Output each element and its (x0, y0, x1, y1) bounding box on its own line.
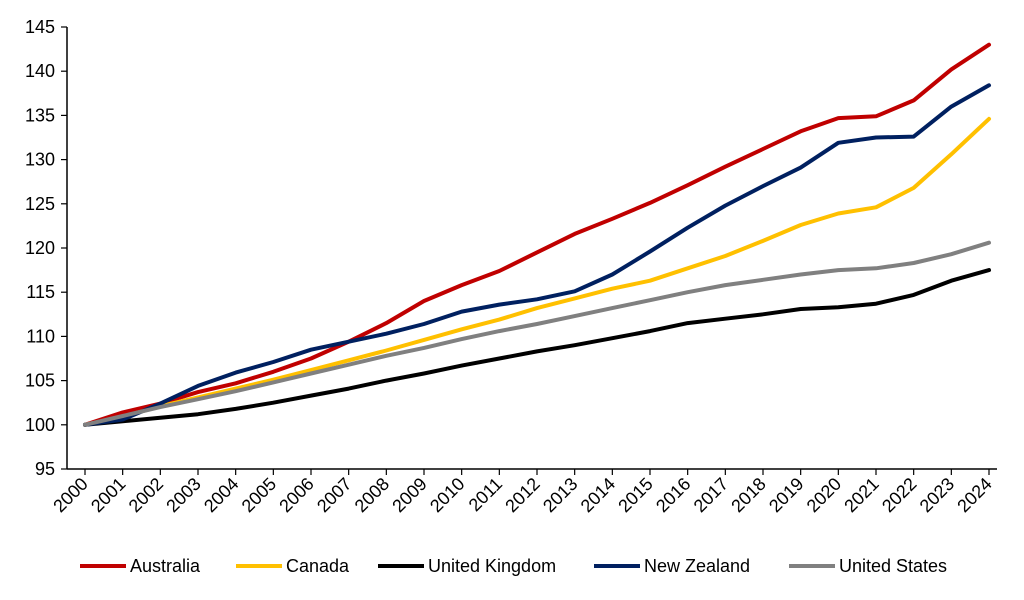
x-axis: 2000200120022003200420052006200720082009… (49, 468, 997, 516)
series-line-canada (83, 116, 991, 427)
y-tick-label: 100 (25, 415, 55, 435)
x-tick-label: 2004 (200, 474, 242, 516)
x-tick-label: 2020 (803, 474, 845, 516)
series-line-united-kingdom (83, 268, 991, 427)
x-tick-label: 2001 (87, 474, 129, 516)
y-tick-label: 105 (25, 371, 55, 391)
legend-label-united-states: United States (839, 556, 947, 576)
legend-label-canada: Canada (286, 556, 350, 576)
y-axis: 95 100 105 110 115 120 125 130 135 140 145 (25, 17, 68, 479)
x-tick-label: 2013 (539, 474, 581, 516)
x-tick-label: 2017 (690, 474, 732, 516)
x-tick-label: 2007 (313, 474, 355, 516)
x-tick-label: 2010 (426, 474, 468, 516)
legend-label-united-kingdom: United Kingdom (428, 556, 556, 576)
y-tick-label: 125 (25, 194, 55, 214)
x-tick-label: 2002 (125, 474, 167, 516)
legend-label-new-zealand: New Zealand (644, 556, 750, 576)
x-tick-label: 2024 (953, 474, 995, 516)
y-tick-label: 135 (25, 105, 55, 125)
x-tick-label: 2022 (878, 474, 920, 516)
y-tick-label: 120 (25, 238, 55, 258)
y-tick-label: 95 (35, 459, 55, 479)
x-tick-label: 2011 (465, 474, 507, 516)
x-tick-label: 2018 (727, 474, 769, 516)
x-tick-label: 2021 (840, 474, 882, 516)
x-tick-label: 2003 (162, 474, 204, 516)
series-line-new-zealand (83, 83, 991, 427)
x-tick-label: 2016 (652, 474, 694, 516)
legend-label-australia: Australia (130, 556, 201, 576)
y-tick-label: 130 (25, 150, 55, 170)
x-tick-label: 2014 (577, 474, 619, 516)
x-tick-label: 2012 (501, 474, 543, 516)
series-line-australia (83, 42, 991, 427)
x-tick-label: 2023 (916, 474, 958, 516)
series-line-united-states (83, 240, 991, 427)
x-tick-label: 2019 (765, 474, 807, 516)
x-tick-label: 2008 (351, 474, 393, 516)
x-tick-label: 2015 (614, 474, 656, 516)
y-tick-label: 115 (26, 282, 55, 302)
legend: Australia Canada United Kingdom New Zealand… (80, 556, 947, 576)
x-tick-label: 2009 (388, 474, 430, 516)
y-tick-label: 140 (25, 61, 55, 81)
x-tick-label: 2005 (238, 474, 280, 516)
x-tick-label: 2006 (275, 474, 317, 516)
series-lines (83, 42, 991, 427)
x-tick-label: 2000 (49, 474, 91, 516)
y-tick-label: 110 (26, 326, 55, 346)
y-tick-label: 145 (25, 17, 55, 37)
